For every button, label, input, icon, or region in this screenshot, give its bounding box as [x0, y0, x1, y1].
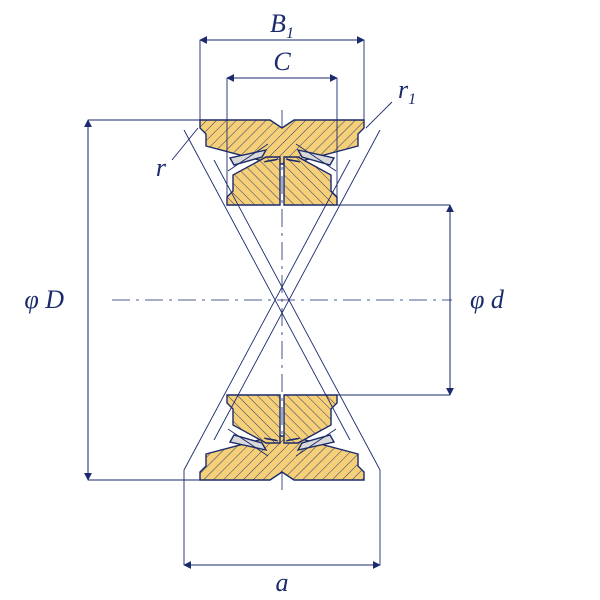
label-r1: r1: [398, 75, 416, 108]
label-phi_D: φ D: [24, 285, 64, 314]
label-r: r: [156, 153, 167, 182]
label-C: C: [273, 47, 291, 76]
label-a: a: [276, 568, 289, 597]
label-phi_d: φ d: [470, 285, 505, 314]
label-B1: B1: [270, 9, 294, 42]
bearing-drawing: B1 Ca φ D φ d r r1: [0, 0, 600, 600]
